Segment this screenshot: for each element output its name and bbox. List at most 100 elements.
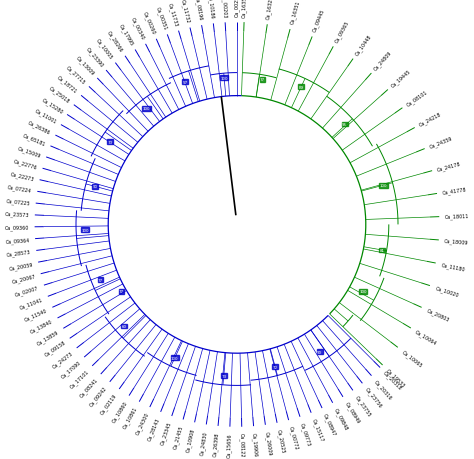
Text: Ca_15280: Ca_15280 xyxy=(40,96,64,115)
Text: Ca_08196: Ca_08196 xyxy=(193,0,203,21)
Text: 72: 72 xyxy=(273,365,278,369)
Text: Ca_00258: Ca_00258 xyxy=(234,0,240,17)
Text: Ca_09848: Ca_09848 xyxy=(333,406,349,431)
Text: 90: 90 xyxy=(317,350,322,354)
Text: Ca_15009: Ca_15009 xyxy=(17,145,42,158)
Text: Ca_00351: Ca_00351 xyxy=(154,6,168,31)
Text: 90: 90 xyxy=(92,185,97,189)
Text: Ca_13840: Ca_13840 xyxy=(29,318,54,335)
Text: Ca_22273: Ca_22273 xyxy=(9,171,35,182)
Text: 100: 100 xyxy=(171,356,179,360)
Text: 100: 100 xyxy=(380,184,387,188)
Text: Ca_02007: Ca_02007 xyxy=(14,285,39,297)
Text: Ca_19445: Ca_19445 xyxy=(390,68,412,89)
Text: 100: 100 xyxy=(143,107,150,111)
Text: Ca_13009: Ca_13009 xyxy=(74,55,96,77)
Text: Ca_08241: Ca_08241 xyxy=(78,376,99,398)
Text: Ca_24273: Ca_24273 xyxy=(51,349,74,369)
Text: 73: 73 xyxy=(221,374,226,378)
Text: Ca_10005: Ca_10005 xyxy=(95,38,114,61)
Text: Ca_08122: Ca_08122 xyxy=(239,432,245,457)
Text: Ca_23756: Ca_23756 xyxy=(364,386,383,409)
Text: Ca_09365: Ca_09365 xyxy=(333,20,350,44)
Text: Ca_11001: Ca_11001 xyxy=(33,108,57,125)
Text: Ca_24809: Ca_24809 xyxy=(373,50,393,72)
Text: Ca_20803: Ca_20803 xyxy=(426,308,450,323)
Text: Ca_17995: Ca_17995 xyxy=(118,23,135,47)
Text: Ca_11041: Ca_11041 xyxy=(19,296,44,310)
Text: Ca_09445: Ca_09445 xyxy=(311,9,326,34)
Text: Ca_20525: Ca_20525 xyxy=(275,428,286,453)
Text: Ca_10020: Ca_10020 xyxy=(434,285,459,298)
Text: Ca_11180: Ca_11180 xyxy=(440,262,465,272)
Text: Ca_13859: Ca_13859 xyxy=(36,329,60,347)
Text: Ca_09242: Ca_09242 xyxy=(89,385,109,407)
Text: Ca_15117: Ca_15117 xyxy=(310,417,325,442)
Text: Ca_08949: Ca_08949 xyxy=(344,400,361,424)
Text: Ca_24178: Ca_24178 xyxy=(437,161,462,173)
Text: Ca_10448: Ca_10448 xyxy=(354,34,373,56)
Text: Ca_15656: Ca_15656 xyxy=(226,432,233,457)
Text: Ca_27715: Ca_27715 xyxy=(65,65,87,85)
Text: Ca_07224: Ca_07224 xyxy=(7,184,32,194)
Text: Ca_28573: Ca_28573 xyxy=(6,249,31,257)
Text: Ca_23390: Ca_23390 xyxy=(84,46,105,68)
Text: Ca_10860: Ca_10860 xyxy=(110,399,128,423)
Text: Ca_19906: Ca_19906 xyxy=(251,431,259,456)
Text: 77: 77 xyxy=(119,290,124,293)
Text: Ca_65181: Ca_65181 xyxy=(22,132,46,147)
Text: Ca_28143: Ca_28143 xyxy=(146,416,161,441)
Text: Ca_17090: Ca_17090 xyxy=(60,359,82,379)
Text: Ca_16352: Ca_16352 xyxy=(241,0,248,17)
Text: Ca_20318: Ca_20318 xyxy=(382,369,403,391)
Text: Ca_24359: Ca_24359 xyxy=(428,135,454,150)
Text: Ca_28266: Ca_28266 xyxy=(106,30,124,54)
Text: 81: 81 xyxy=(380,248,384,252)
Text: 97: 97 xyxy=(182,81,188,84)
Text: Ca_23345: Ca_23345 xyxy=(159,420,173,445)
Text: 89: 89 xyxy=(299,86,304,90)
Text: 60: 60 xyxy=(122,324,127,328)
Text: Ca_24300: Ca_24300 xyxy=(134,411,150,436)
Text: Ca_24830: Ca_24830 xyxy=(199,430,208,454)
Text: Ca_07225: Ca_07225 xyxy=(6,198,30,206)
Text: Ca_11540: Ca_11540 xyxy=(24,307,48,323)
Text: Ca_16351: Ca_16351 xyxy=(289,0,301,25)
Text: Ca_16325: Ca_16325 xyxy=(265,0,274,20)
Text: Ca_41778: Ca_41778 xyxy=(442,187,467,196)
Text: Ca_08101: Ca_08101 xyxy=(405,89,428,108)
Text: Ca_26009: Ca_26009 xyxy=(264,430,273,455)
Text: 100: 100 xyxy=(82,228,89,232)
Text: Ca_26398: Ca_26398 xyxy=(212,431,220,456)
Text: 100: 100 xyxy=(220,77,228,81)
Text: Ca_18011: Ca_18011 xyxy=(445,213,469,220)
Text: Ca_26386: Ca_26386 xyxy=(27,120,52,136)
Text: Ca_09360: Ca_09360 xyxy=(5,224,29,230)
Text: 73: 73 xyxy=(107,140,112,145)
Text: Ca_00340: Ca_00340 xyxy=(129,17,146,41)
Text: Ca_09364: Ca_09364 xyxy=(5,237,30,244)
Text: Ca_23573: Ca_23573 xyxy=(5,211,29,218)
Text: Ca_02119: Ca_02119 xyxy=(100,392,118,415)
Text: Ca_24218: Ca_24218 xyxy=(418,112,442,128)
Text: Ca_10861: Ca_10861 xyxy=(122,405,139,429)
Text: Ca_20067: Ca_20067 xyxy=(11,273,36,284)
Text: Ca_11733: Ca_11733 xyxy=(167,2,180,27)
Text: Ca_00772: Ca_00772 xyxy=(287,425,299,450)
Text: Ca_20316: Ca_20316 xyxy=(373,378,393,400)
Text: Ca_25018: Ca_25018 xyxy=(48,85,71,105)
Text: Ca_18009: Ca_18009 xyxy=(444,238,469,246)
Text: Ca_11732: Ca_11732 xyxy=(180,0,191,24)
Text: Ca_10065: Ca_10065 xyxy=(401,349,423,368)
Text: Ca_10064: Ca_10064 xyxy=(414,329,438,346)
Text: 77: 77 xyxy=(98,278,103,282)
Text: Ca_00203: Ca_00203 xyxy=(220,0,228,18)
Text: Ca_19533: Ca_19533 xyxy=(384,367,406,388)
Text: Ca_00260: Ca_00260 xyxy=(142,11,157,36)
Text: 77: 77 xyxy=(260,78,265,82)
Text: Ca_08947: Ca_08947 xyxy=(322,412,337,437)
Text: Ca_17101: Ca_17101 xyxy=(69,368,90,389)
Text: Ca_09158: Ca_09158 xyxy=(44,339,67,358)
Text: Ca_09773: Ca_09773 xyxy=(299,421,312,446)
Text: Ca_10186: Ca_10186 xyxy=(207,0,216,19)
